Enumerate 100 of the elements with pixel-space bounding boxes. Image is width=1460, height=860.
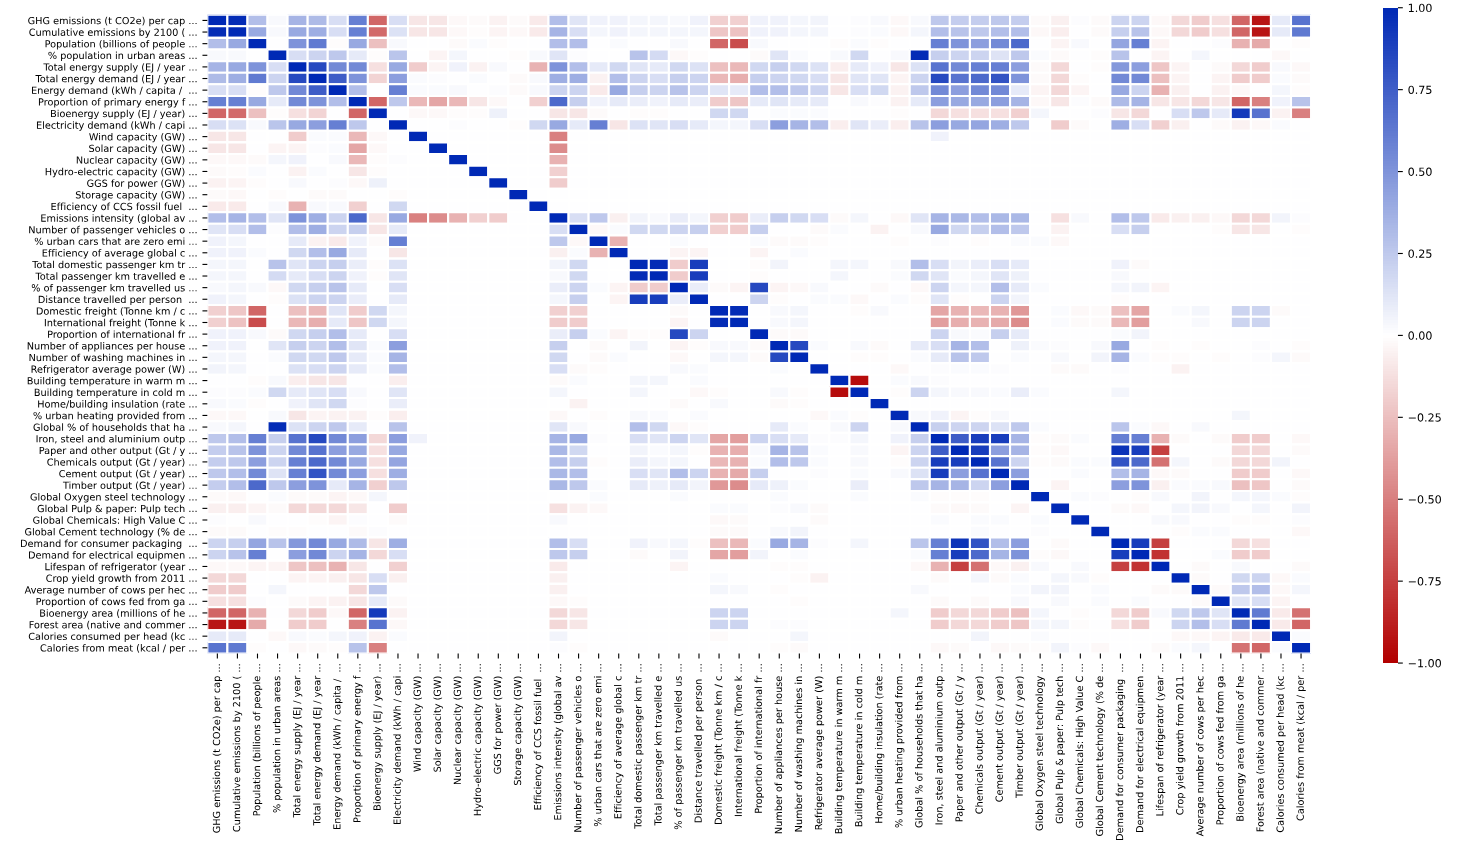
y-tick-label: Electricity demand (kWh / capi ... — [36, 121, 197, 131]
x-tick-label: % urban cars that are zero emi ... — [593, 664, 602, 827]
x-tick-label: Global Cement technology (% de ... — [1095, 664, 1106, 836]
x-tick-label: Chemicals output (Gt / year) ... — [975, 664, 985, 814]
y-tick-label: Wind capacity (GW) ... — [89, 132, 197, 143]
y-tick-label: Distance travelled per person ... — [38, 295, 197, 305]
x-tick-label: Demand for electrical equipmen ... — [1135, 664, 1146, 832]
y-tick-label: Proportion of cows fed from ga ... — [36, 597, 197, 608]
x-tick-label: % urban heating provided from ... — [894, 664, 905, 828]
x-tick-label: Hydro-electric capacity (GW) ... — [473, 664, 483, 816]
x-tick-label: Average number of cows per hec ... — [1196, 664, 1206, 837]
y-tick-label: Global Pulp & paper: Pulp tech ... — [37, 504, 197, 515]
y-tick-label: Number of appliances per house ... — [27, 342, 197, 352]
x-tick-label: Demand for consumer packaging ... — [1115, 664, 1126, 840]
x-tick-label: Refrigerator average power (W) ... — [814, 664, 825, 830]
y-tick-label: Total domestic passenger km tr ... — [32, 260, 197, 271]
y-tick-label: Iron, steel and aluminium outp ... — [36, 434, 197, 445]
x-tick-label: Global Pulp & paper: Pulp tech ... — [1055, 664, 1065, 824]
y-tick-label: Building temperature in cold m ... — [34, 388, 197, 398]
x-tick-label: Proportion of primary energy f ... — [353, 664, 363, 822]
y-tick-label: Calories consumed per head (kc ... — [28, 632, 197, 642]
y-tick-label: Proportion of primary energy f ... — [38, 98, 197, 108]
x-tick-label: International freight (Tonne k ... — [734, 664, 744, 817]
color-bar-label: 0.75 — [1408, 85, 1432, 95]
y-tick-label: Demand for electrical equipmen ... — [29, 551, 197, 561]
y-tick-label: Bioenergy area (millions of he ... — [40, 609, 197, 619]
x-tick-label: Total domestic passenger km tr ... — [634, 664, 644, 829]
x-tick-label: Solar capacity (GW) ... — [433, 664, 443, 772]
x-tick-label: Domestic freight (Tonne km / c ... — [714, 664, 724, 825]
color-bar-label: 0.00 — [1408, 331, 1432, 340]
x-tick-label: Forest area (native and commer ... — [1256, 664, 1265, 832]
y-tick-label: % urban cars that are zero emi ... — [34, 237, 197, 245]
y-tick-label: Nuclear capacity (GW) ... — [76, 156, 197, 166]
x-tick-label: Total energy demand (EJ / year ... — [312, 664, 323, 826]
x-tick-label: Proportion of international fr ... — [754, 664, 764, 813]
x-tick-label: Lifespan of refrigerator (year ... — [1155, 664, 1166, 816]
x-tick-label: Number of appliances per house ... — [774, 664, 784, 834]
y-tick-label: Global Cement technology (% de ... — [25, 527, 197, 538]
y-tick-label: Total passenger km travelled e ... — [35, 272, 197, 282]
x-tick-label: Number of washing machines in ... — [794, 664, 805, 832]
x-tick-label: Wind capacity (GW) ... — [413, 664, 423, 772]
y-tick-label: Cement output (Gt / year) ... — [59, 469, 197, 480]
y-tick-label: GHG emissions (t CO2e) per cap ... — [28, 16, 197, 27]
y-tick-label: Refrigerator average power (W) ... — [31, 365, 197, 375]
x-tick-label: GGS for power (GW) ... — [493, 664, 504, 774]
x-tick-label: Nuclear capacity (GW) ... — [453, 664, 463, 785]
y-tick-label: Efficiency of CCS fossil fuel ... — [51, 202, 197, 213]
color-bar-label: 1.00 — [1408, 3, 1432, 13]
x-tick-label: Electricity demand (kWh / capi ... — [393, 664, 403, 824]
y-tick-label: Emissions intensity (global av ... — [41, 214, 197, 224]
color-bar-label: −0.75 — [1408, 577, 1441, 586]
y-tick-label: Chemicals output (Gt / year) ... — [47, 458, 197, 468]
y-tick-label: Cumulative emissions by 2100 ( ... — [29, 28, 197, 38]
x-tick-label: Bioenergy area (millions of he ... — [1236, 664, 1246, 821]
y-tick-label: Domestic freight (Tonne km / c ... — [36, 307, 197, 317]
x-tick-label: Distance travelled per person ... — [694, 664, 704, 823]
y-tick-label: Global Chemicals: High Value C ... — [33, 516, 197, 526]
color-bar-label: 0.25 — [1408, 249, 1432, 258]
x-tick-label: Total passenger km travelled e ... — [654, 664, 664, 826]
x-tick-label: Proportion of cows fed from ga ... — [1216, 664, 1226, 825]
x-tick-label: Calories from meat (kcal / per ... — [1296, 664, 1306, 821]
x-tick-label: Building temperature in warm m ... — [834, 664, 845, 834]
y-tick-label: Timber output (Gt / year) ... — [62, 481, 197, 491]
color-bar-label: −0.50 — [1408, 495, 1441, 504]
y-tick-label: Home/building insulation (rate ... — [38, 400, 197, 410]
y-tick-label: Energy demand (kWh / capita / ... — [32, 86, 197, 96]
color-bar-label: 0.50 — [1408, 167, 1432, 176]
y-tick-label: Total energy demand (EJ / year ... — [35, 74, 197, 85]
x-tick-label: Iron, steel and aluminium outp ... — [935, 664, 945, 825]
y-tick-label: Average number of cows per hec ... — [24, 586, 197, 596]
y-tick-label: Solar capacity (GW) ... — [89, 144, 197, 154]
x-tick-label: Energy demand (kWh / capita / ... — [333, 664, 343, 829]
x-tick-label: Calories consumed per head (kc ... — [1276, 664, 1286, 833]
y-tick-label: GGS for power (GW) ... — [87, 179, 197, 189]
x-tick-label: Global Oxygen steel technology ... — [1035, 664, 1045, 831]
x-tick-label: Global Chemicals: High Value C ... — [1075, 664, 1085, 828]
y-tick-label: Hydro-electric capacity (GW) ... — [45, 167, 197, 178]
y-tick-label: Crop yield growth from 2011 ... — [46, 574, 197, 584]
x-tick-label: Paper and other output (Gt / y ... — [955, 664, 965, 822]
y-tick-label: Paper and other output (Gt / y ... — [39, 446, 197, 456]
y-tick-label: Total energy supply (EJ / year ... — [43, 63, 197, 73]
y-tick-label: Demand for consumer packaging ... — [21, 539, 197, 549]
x-tick-label: % of passenger km travelled us ... — [674, 664, 684, 830]
y-tick-label: Bioenergy supply (EJ / year) ... — [51, 109, 197, 120]
x-tick-label: Number of passenger vehicles o ... — [573, 664, 584, 832]
y-tick-label: Proportion of international fr ... — [48, 330, 197, 340]
x-tick-label: Bioenergy supply (EJ / year) ... — [373, 664, 383, 810]
y-tick-label: Building temperature in warm m ... — [27, 376, 197, 387]
x-tick-label: Total energy supply (EJ / year ... — [292, 664, 303, 818]
y-tick-label: Efficiency of average global c ... — [42, 249, 197, 259]
y-tick-label: Forest area (native and commer ... — [29, 620, 197, 630]
x-tick-label: Building temperature in cold m ... — [854, 664, 865, 827]
x-tick-label: Home/building insulation (rate ... — [874, 664, 885, 823]
x-tick-label: Timber output (Gt / year) ... — [1015, 664, 1025, 798]
color-bar-label: −0.25 — [1408, 413, 1441, 422]
x-tick-label: Global % of households that ha ... — [915, 664, 923, 828]
y-tick-label: Lifespan of refrigerator (year ... — [45, 562, 197, 573]
y-tick-label: Storage capacity (GW) ... — [75, 191, 197, 201]
y-tick-label: Global Oxygen steel technology ... — [30, 493, 197, 503]
x-tick-label: Cement output (Gt / year) ... — [995, 664, 1005, 802]
